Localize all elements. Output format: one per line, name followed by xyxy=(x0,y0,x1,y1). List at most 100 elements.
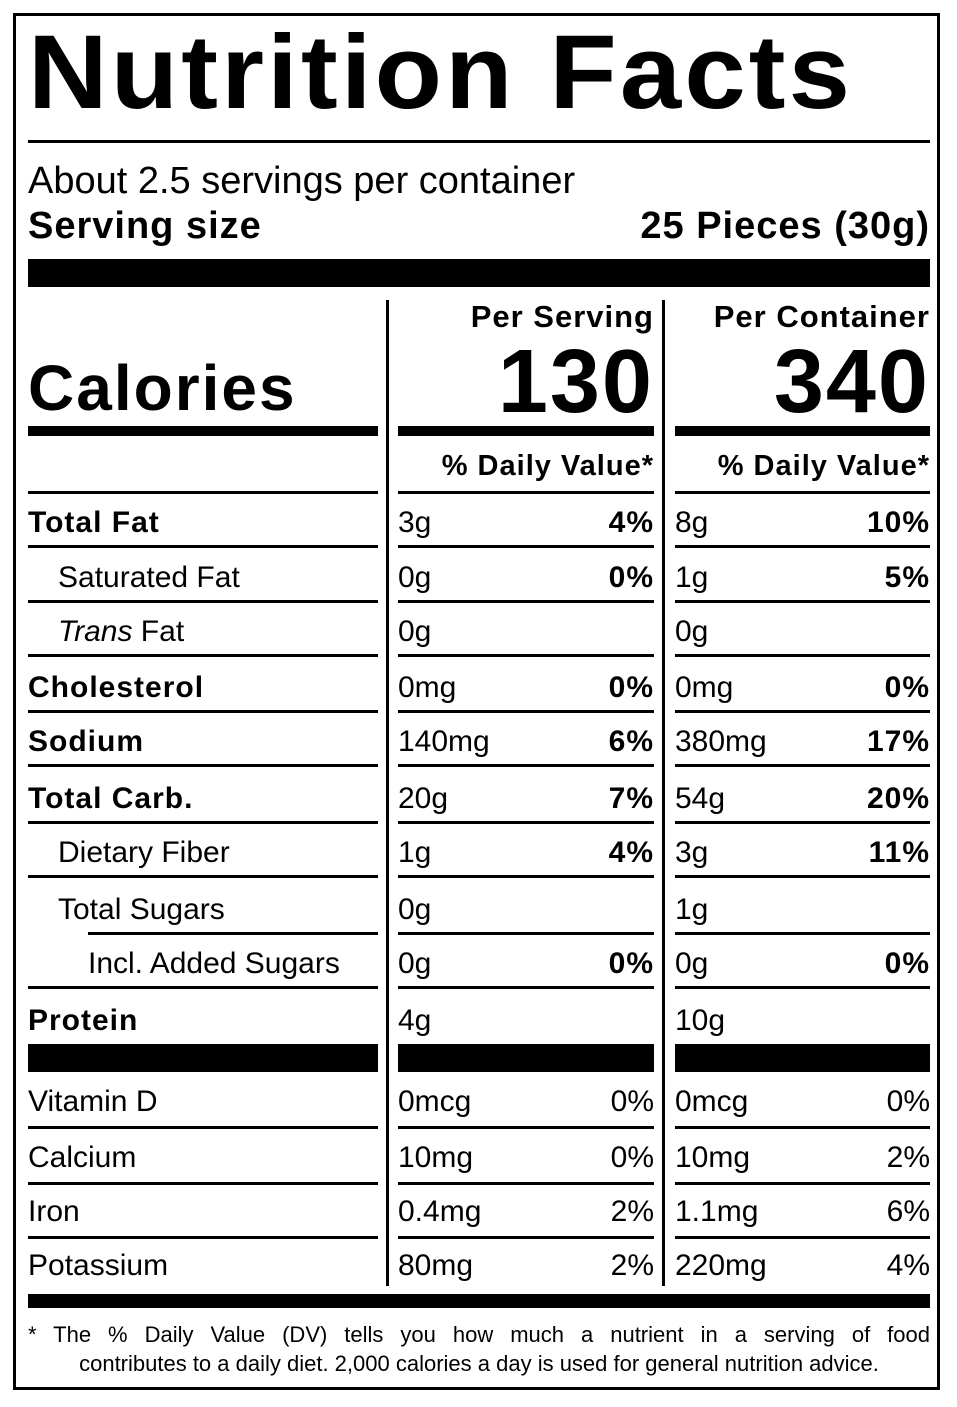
container-daily-value: 4% xyxy=(886,1249,930,1282)
serving-amount: 0.4mg xyxy=(398,1195,482,1228)
serving-daily-value: 0% xyxy=(608,561,654,594)
serving-daily-value: 4% xyxy=(608,506,654,539)
serving-daily-value: 7% xyxy=(608,782,654,815)
nutrient-name: Protein xyxy=(28,1004,139,1037)
container-amount: 380mg xyxy=(675,725,767,758)
container-daily-value: 20% xyxy=(866,782,930,815)
row-divider xyxy=(398,1182,654,1185)
calories-label: Calories xyxy=(28,352,297,424)
serving-amount: 4g xyxy=(398,1004,432,1037)
row-divider xyxy=(28,821,378,824)
thick-bar-mid xyxy=(28,1044,378,1072)
container-amount: 0g xyxy=(675,947,709,980)
footnote-line: contributes to a daily diet. 2,000 calor… xyxy=(79,1351,879,1376)
column-divider-left xyxy=(386,300,389,1286)
nutrient-name-rest: Fat xyxy=(132,615,185,648)
calories-per-serving: 130 xyxy=(497,332,654,432)
container-daily-value: 17% xyxy=(866,725,930,758)
serving-amount: 0g xyxy=(398,893,432,926)
nutrient-name: Sodium xyxy=(28,725,144,758)
serving-daily-value: 0% xyxy=(610,1085,654,1118)
container-amount: 0mg xyxy=(675,671,734,704)
row-divider xyxy=(398,491,654,494)
container-daily-value: 6% xyxy=(886,1195,930,1228)
serving-amount: 3g xyxy=(398,506,432,539)
container-amount: 54g xyxy=(675,782,726,815)
row-divider xyxy=(398,654,654,657)
container-daily-value: 0% xyxy=(886,1085,930,1118)
container-amount: 1g xyxy=(675,561,709,594)
serving-amount: 0g xyxy=(398,615,432,648)
thick-bar-mid xyxy=(675,1044,930,1072)
row-divider xyxy=(675,600,930,603)
dv-header-serving: % Daily Value* xyxy=(441,450,654,482)
row-divider xyxy=(675,654,930,657)
nutrient-name-italic: Trans xyxy=(58,615,133,648)
serving-daily-value: 6% xyxy=(608,725,654,758)
container-amount: 1g xyxy=(675,893,709,926)
thick-bar-bottom xyxy=(28,1294,930,1308)
row-divider xyxy=(28,600,378,603)
row-divider xyxy=(88,932,378,935)
container-amount: 10g xyxy=(675,1004,726,1037)
serving-daily-value: 0% xyxy=(610,1141,654,1174)
serving-amount: 0g xyxy=(398,947,432,980)
serving-daily-value: 2% xyxy=(610,1249,654,1282)
footnote-line: * The % Daily Value (DV) tells you how m… xyxy=(28,1322,930,1347)
serving-amount: 140mg xyxy=(398,725,490,758)
label-border xyxy=(13,13,940,1390)
serving-daily-value: 2% xyxy=(610,1195,654,1228)
row-divider xyxy=(28,1126,378,1129)
row-divider xyxy=(28,986,378,989)
row-divider xyxy=(675,821,930,824)
container-amount: 10mg xyxy=(675,1141,751,1174)
serving-amount: 1g xyxy=(398,836,432,869)
row-divider xyxy=(398,932,654,935)
calories-per-container: 340 xyxy=(773,332,930,432)
row-divider xyxy=(675,875,930,878)
row-divider xyxy=(28,764,378,767)
calories-bar xyxy=(398,426,654,436)
row-divider xyxy=(675,932,930,935)
row-divider xyxy=(398,875,654,878)
micronutrient-name: Vitamin D xyxy=(28,1085,158,1118)
serving-amount: 0g xyxy=(398,561,432,594)
row-divider xyxy=(675,545,930,548)
serving-size-value: 25 Pieces (30g) xyxy=(640,205,930,247)
nutrient-name: Incl. Added Sugars xyxy=(88,947,340,980)
per-container-header: Per Container xyxy=(713,299,930,334)
serving-daily-value: 0% xyxy=(608,947,654,980)
row-divider xyxy=(675,986,930,989)
container-daily-value: 11% xyxy=(868,836,930,869)
micronutrient-name: Iron xyxy=(28,1195,80,1228)
nutrient-name: Dietary Fiber xyxy=(58,836,230,869)
container-daily-value: 0% xyxy=(884,947,930,980)
nutrient-name: Trans Fat xyxy=(58,617,184,647)
container-amount: 0g xyxy=(675,615,709,648)
row-divider xyxy=(398,764,654,767)
nutrient-name: Total Carb. xyxy=(28,782,194,815)
row-divider xyxy=(398,1126,654,1129)
row-divider xyxy=(675,1182,930,1185)
container-daily-value: 0% xyxy=(884,671,930,704)
column-divider-right xyxy=(662,300,665,1286)
servings-per-container: About 2.5 servings per container xyxy=(28,160,576,202)
footnote: * The % Daily Value (DV) tells you how m… xyxy=(28,1320,930,1378)
row-divider xyxy=(675,764,930,767)
row-divider xyxy=(28,545,378,548)
row-divider xyxy=(675,491,930,494)
container-daily-value: 2% xyxy=(886,1141,930,1174)
calories-bar xyxy=(28,426,378,436)
nutrient-name: Cholesterol xyxy=(28,671,205,704)
container-daily-value: 10% xyxy=(866,506,930,539)
row-divider xyxy=(28,654,378,657)
serving-amount: 0mcg xyxy=(398,1085,472,1118)
row-divider xyxy=(675,1126,930,1129)
row-divider xyxy=(398,821,654,824)
serving-daily-value: 0% xyxy=(608,671,654,704)
nutrient-name: Total Sugars xyxy=(58,893,225,926)
micronutrient-name: Potassium xyxy=(28,1249,169,1282)
container-amount: 3g xyxy=(675,836,709,869)
dv-header-container: % Daily Value* xyxy=(717,450,930,482)
title-divider xyxy=(28,140,930,143)
